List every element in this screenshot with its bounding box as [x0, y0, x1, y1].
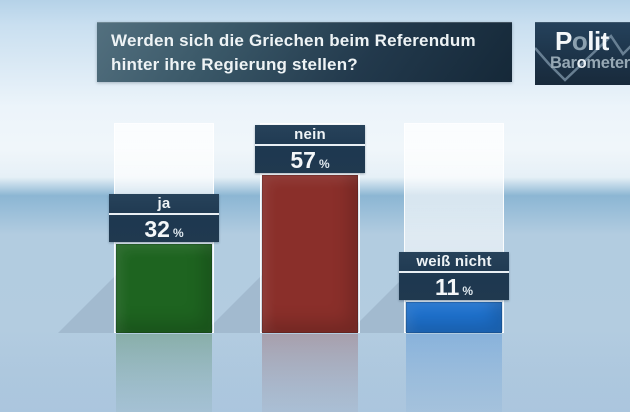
bar-value: 32 [144, 216, 170, 242]
bar-label-box-nein: nein 57 % [255, 125, 365, 173]
percent-sign: % [462, 284, 473, 298]
bar-category-label: ja [109, 194, 219, 215]
logo-word-polit: Polit [555, 26, 609, 56]
question-line2: hinter ihre Regierung stellen? [111, 55, 358, 74]
bar-percent-row: 57 % [255, 146, 365, 173]
logo-text: Polit Barometer [535, 22, 630, 72]
zigzag-chart-line-icon [535, 34, 630, 82]
bar-percent-row: 32 % [109, 215, 219, 242]
percent-sign: % [318, 157, 330, 171]
bar-weiss-nicht [406, 302, 502, 333]
bar-label-box-ja: ja 32 % [109, 194, 219, 242]
bar-nein [262, 175, 358, 333]
question-line1: Werden sich die Griechen beim Referendum [111, 31, 476, 50]
bar-label-box-weiss-nicht: weiß nicht 11 % [399, 252, 509, 300]
percent-sign: % [172, 226, 184, 240]
bar-category-label: nein [255, 125, 365, 146]
politbarometer-logo: Polit Barometer [535, 22, 630, 85]
bar-value: 11 [435, 274, 460, 300]
bar-ja [116, 244, 212, 333]
bar-floor-shadow [58, 275, 116, 333]
question-title-box: Werden sich die Griechen beim Referendum… [97, 22, 512, 82]
bar-percent-row: 11 % [399, 273, 509, 300]
bar-value: 57 [290, 147, 316, 173]
floor-fade-overlay [0, 333, 630, 412]
logo-word-barometer: Barometer [550, 54, 630, 72]
bar-category-label: weiß nicht [399, 252, 509, 273]
